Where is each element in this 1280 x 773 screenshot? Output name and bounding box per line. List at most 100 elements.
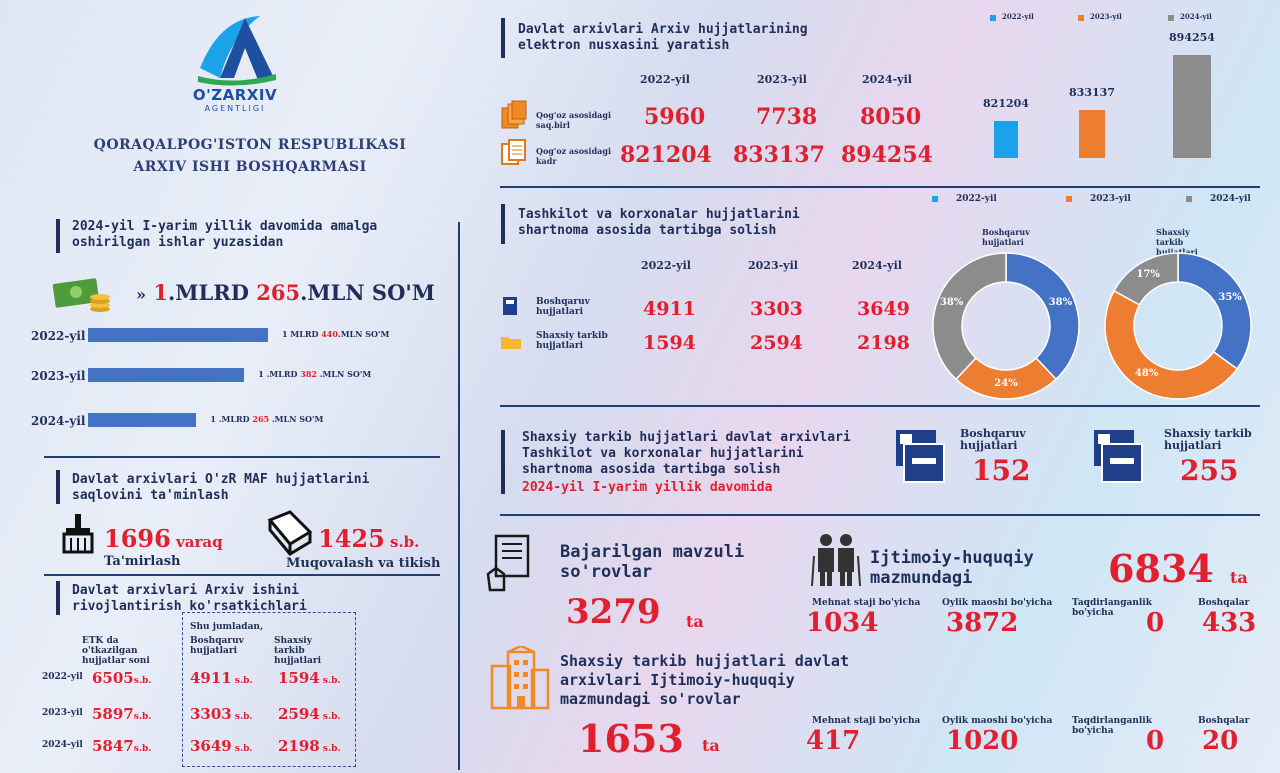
- elec-row2-val: 821204: [620, 142, 712, 168]
- money-icon: [52, 275, 112, 315]
- org2-accent: [501, 204, 505, 244]
- logo-name: O'ZARXIV: [192, 86, 278, 104]
- elec-accent: [501, 18, 505, 58]
- maf-a-unit: varaq: [170, 533, 223, 551]
- legend-swatch: [990, 15, 996, 21]
- donut-slice-label: 38%: [939, 297, 964, 309]
- money-label-pre: 1 MLRD: [282, 329, 322, 339]
- elderly-icon: [808, 532, 864, 592]
- req-cat-val: 3872: [946, 608, 1019, 638]
- money-year: 2024-yil: [31, 414, 86, 428]
- dev-a-unit: s.b.: [133, 744, 152, 754]
- divider-money: [44, 456, 440, 458]
- req-cat-label: Mehnat staji bo'yicha: [812, 716, 921, 726]
- folder-yellow-icon: [500, 334, 522, 354]
- dev-accent: [56, 581, 60, 615]
- money-total: » 1.MLRD 265.MLN SO'M: [136, 280, 435, 305]
- req-n2: 6834: [1108, 546, 1214, 591]
- dev-val-c: 1594 s.b.: [278, 668, 341, 687]
- elec-year: 2023-yil: [757, 73, 807, 86]
- dev-b-num: 3649: [190, 737, 232, 755]
- maf-a: 1696 varaq: [104, 524, 223, 553]
- money-label-mid: 440: [321, 329, 338, 339]
- money-header: 2024-yil I-yarim yillik davomida amalga …: [72, 219, 378, 250]
- elec-row1-val: 5960: [644, 104, 706, 130]
- org2-row1-val: 3649: [857, 298, 910, 320]
- docs-orange-icon: [500, 138, 528, 170]
- donut-slice-label: 38%: [1048, 297, 1073, 309]
- elec-bar: [1173, 55, 1211, 158]
- money-bar: [88, 413, 197, 427]
- logo-icon: [198, 16, 276, 86]
- dev-col1: ETK da o'tkazilgan hujjatlar soni: [82, 636, 150, 666]
- money-bar-label: 1 .MLRD 382 .MLN SO'M: [258, 369, 371, 379]
- legend-label: 2023-yil: [1090, 12, 1122, 21]
- divider-maf: [44, 574, 440, 576]
- pers-accent: [501, 430, 505, 494]
- req-cat-label: Boshqalar: [1198, 716, 1250, 726]
- org2-row2-label: Shaxsiy tarkib hujjatlari: [536, 331, 608, 351]
- logo-sub: AGENTLIGI: [204, 104, 266, 113]
- money-total-a: 1: [153, 280, 168, 305]
- org2-row2-val: 2594: [750, 332, 803, 354]
- donut-slice-label: 17%: [1136, 268, 1160, 280]
- pers-a-num: 152: [972, 454, 1031, 487]
- legend-swatch: [1168, 15, 1174, 21]
- dev-a-unit: s.b.: [133, 676, 152, 686]
- pers-period: 2024-yil I-yarim yillik davomida: [522, 480, 773, 495]
- money-bar-label: 1 MLRD 440.MLN SO'M: [282, 329, 389, 339]
- dev-val-c: 2198 s.b.: [278, 736, 341, 755]
- donut-slice: [932, 252, 1007, 381]
- org2-row2-val: 2198: [857, 332, 910, 354]
- money-year: 2023-yil: [31, 369, 86, 383]
- elec-row1-val: 8050: [860, 104, 922, 130]
- dev-c-num: 2594: [278, 705, 320, 723]
- req-t3: Shaxsiy tarkib hujjatlari davlat arxivla…: [560, 652, 849, 708]
- elec-row1-val: 7738: [756, 104, 818, 130]
- org2-year: 2024-yil: [852, 259, 902, 272]
- pers-l2: Tashkilot va korxonalar hujjatlarini: [522, 446, 804, 461]
- org2-row1-val: 4911: [643, 298, 696, 320]
- dev-dashbox: [182, 612, 356, 767]
- archive-box-icon-b: [1092, 428, 1146, 488]
- donut-slice-label: 35%: [1218, 292, 1242, 304]
- donut-legend-swatch: [932, 196, 938, 202]
- elec-header: Davlat arxivlari Arxiv hujjatlarining el…: [518, 22, 808, 53]
- donut-legend-label: 2022-yil: [956, 194, 997, 204]
- dev-year: 2023-yil: [42, 708, 83, 718]
- dev-a-num: 6505: [92, 669, 134, 687]
- donut-slice: [1113, 252, 1179, 306]
- dev-val-b: 4911 s.b.: [190, 668, 253, 687]
- dev-c-num: 1594: [278, 669, 320, 687]
- donut-svg: [1104, 252, 1252, 400]
- money-label-mid: 382: [300, 369, 317, 379]
- dev-year: 2022-yil: [42, 672, 83, 682]
- maf-b-num: 1425: [318, 524, 385, 553]
- req-n3: 1653: [578, 716, 684, 761]
- maf-b: 1425 s.b.: [318, 524, 419, 553]
- maf-header: Davlat arxivlari O'zR MAF hujjatlarini s…: [72, 472, 370, 503]
- binder-icon: [502, 296, 518, 320]
- elec-bar-label: 894254: [1169, 31, 1215, 45]
- donut-legend-label: 2024-yil: [1210, 194, 1251, 204]
- money-label-post: .MLN SO'M: [337, 329, 390, 339]
- money-total-b: .MLRD: [167, 280, 257, 305]
- req-n1: 3279: [566, 592, 661, 632]
- elec-bar-label: 833137: [1069, 86, 1115, 100]
- dev-val-a: 5847s.b.: [92, 736, 151, 755]
- req-cat-label: Mehnat staji bo'yicha: [812, 598, 921, 608]
- maf-b-label: Muqovalash va tikish: [286, 556, 441, 571]
- donut-legend-swatch: [1066, 196, 1072, 202]
- pers-text: Shaxsiy tarkib hujjatlari davlat arxivla…: [522, 430, 882, 496]
- legend-label: 2022-yil: [1002, 12, 1034, 21]
- org2-year: 2022-yil: [641, 259, 691, 272]
- org-line2: ARXIV ISHI BOSHQARMASI: [133, 159, 367, 175]
- org2-row1-label: Boshqaruv hujjatlari: [536, 297, 590, 317]
- req-unit2: ta: [1230, 568, 1248, 587]
- donut-legend-label: 2023-yil: [1090, 194, 1131, 204]
- dev-a-num: 5847: [92, 737, 134, 755]
- req-cat-label: Boshqalar: [1198, 598, 1250, 608]
- money-bar: [88, 368, 245, 382]
- dev-a-unit: s.b.: [133, 712, 152, 722]
- req-cat-val: 1020: [946, 726, 1019, 756]
